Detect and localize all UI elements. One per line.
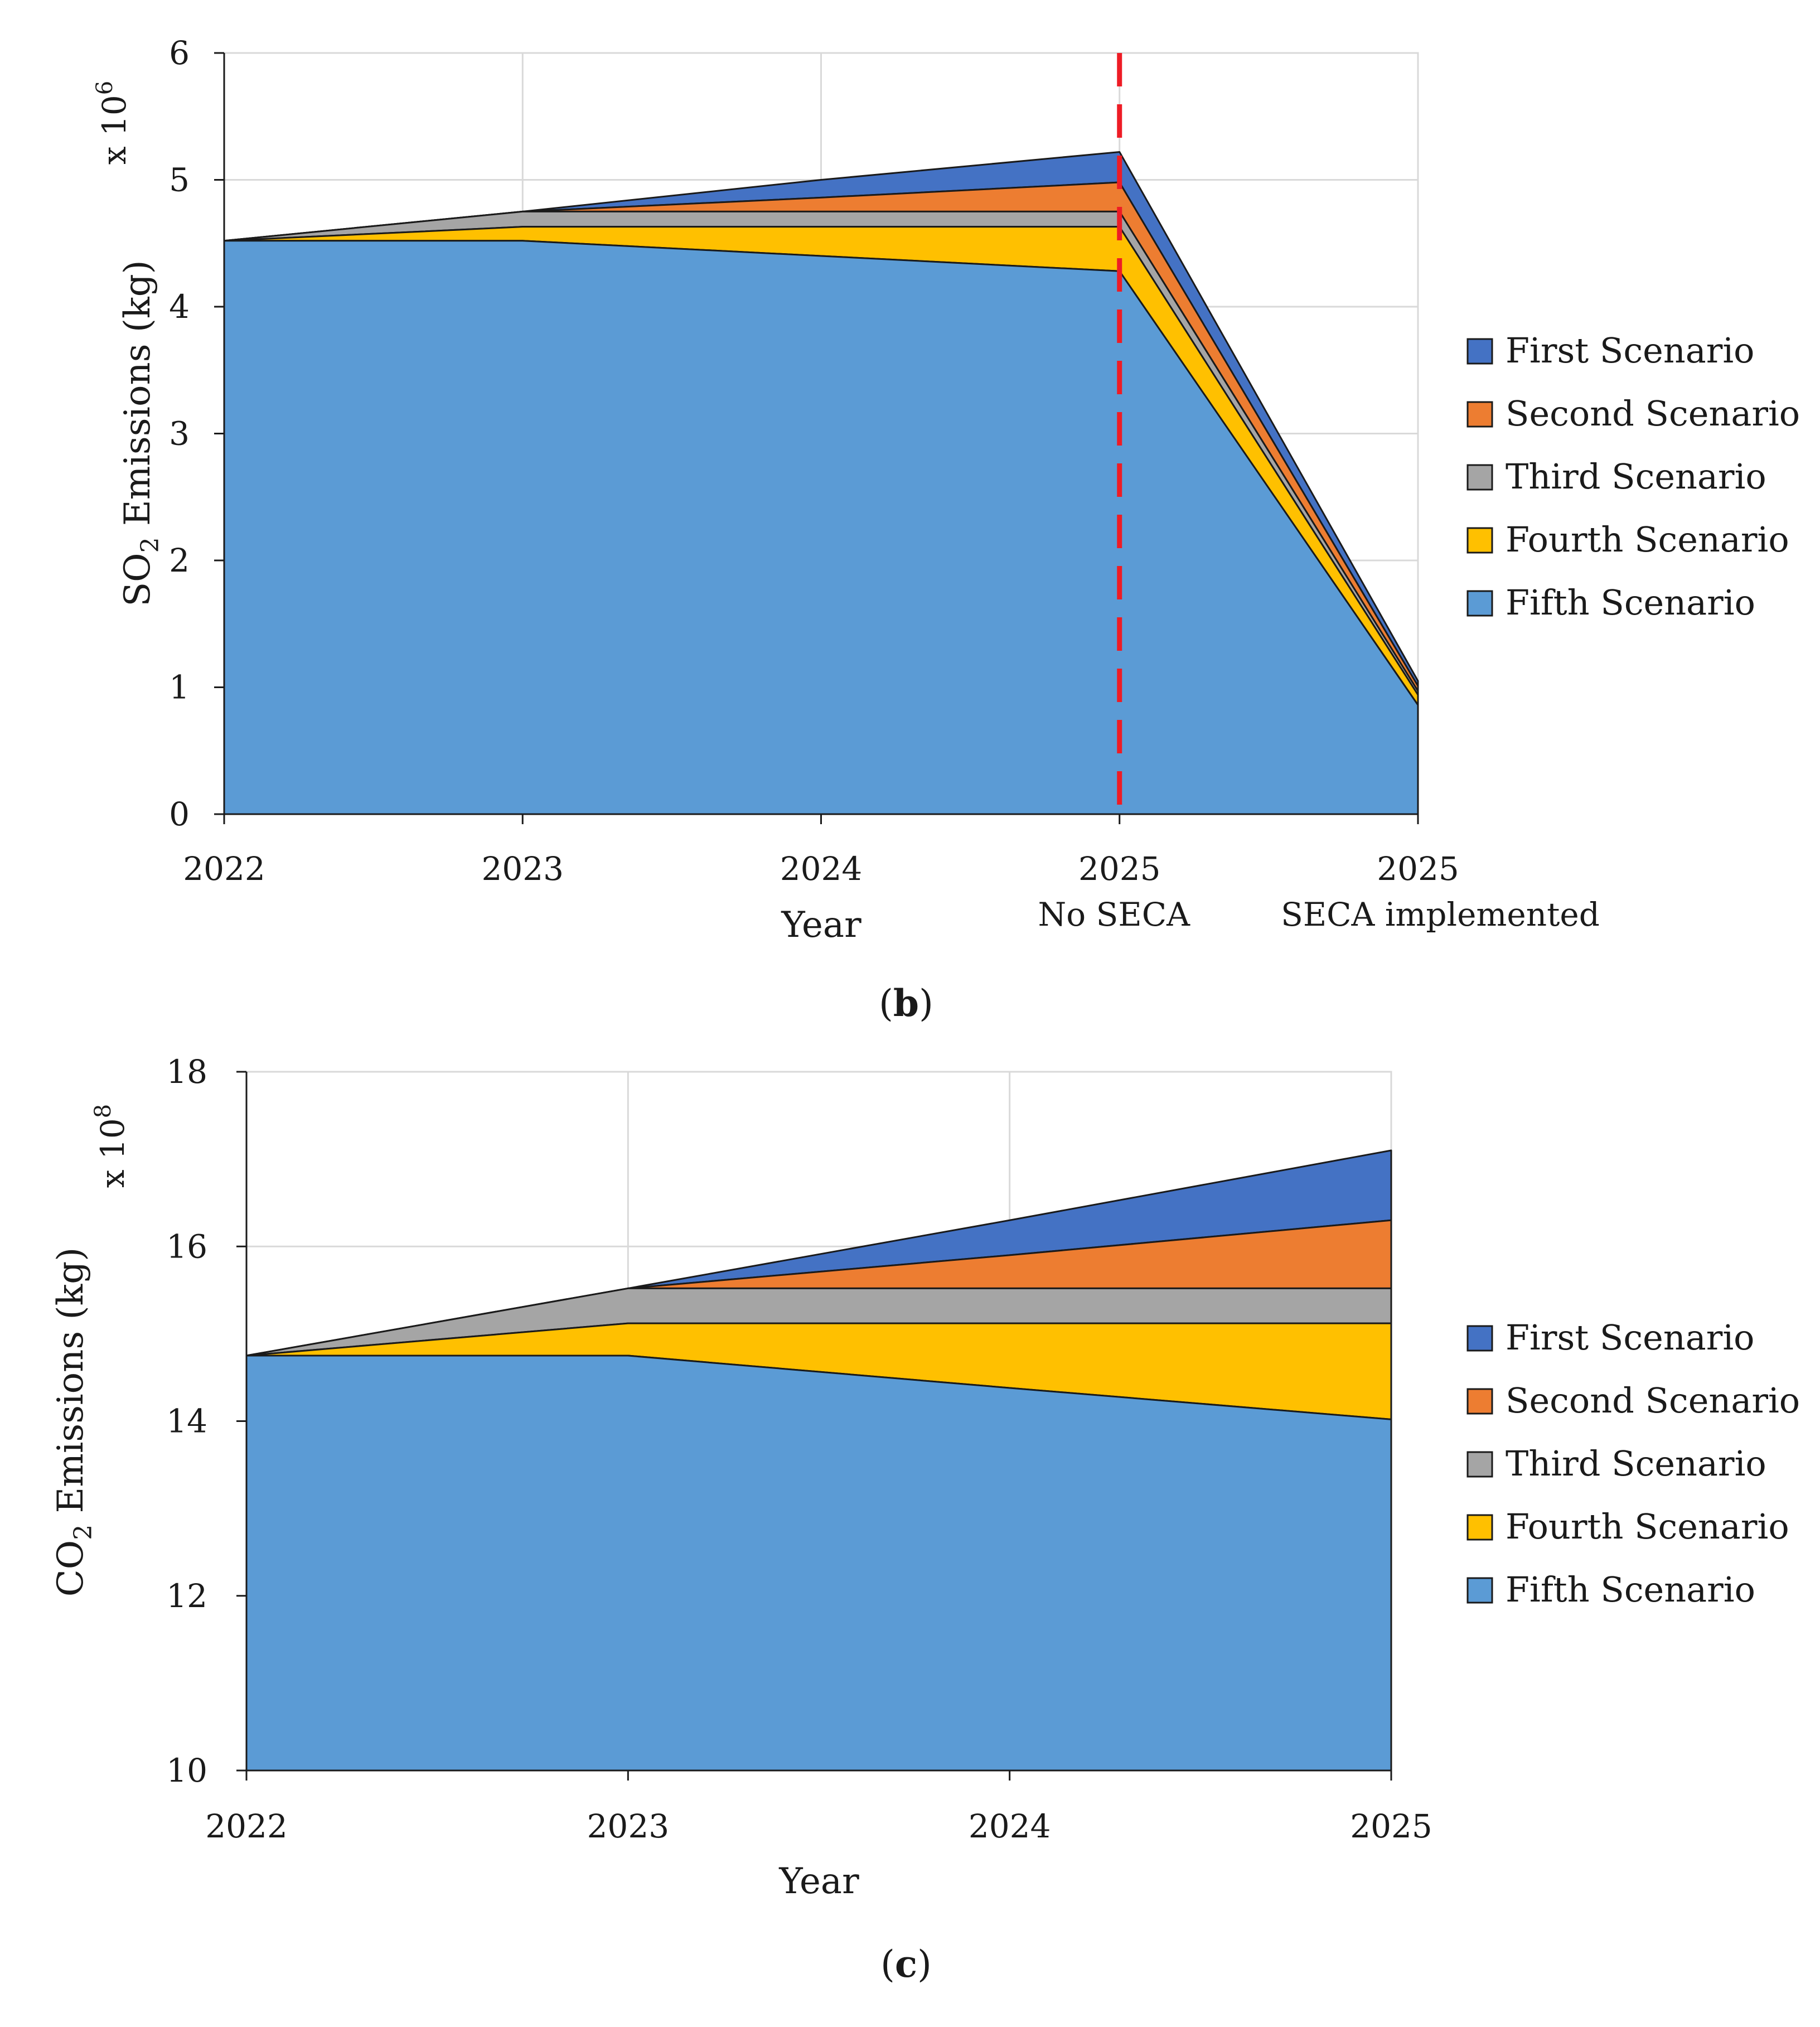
y-tick-label: 14 [166, 1402, 207, 1440]
legend-label: First Scenario [1506, 330, 1755, 371]
y-tick-label: 16 [166, 1227, 207, 1265]
x-tick-label: 2023 [481, 850, 564, 888]
legend-swatch [1466, 1451, 1493, 1478]
x-tick-sublabel: No SECA [1038, 896, 1191, 933]
legend-swatch [1466, 338, 1493, 365]
chart-panel-c: 10 12 14 16 18 2022 2023 2024 2025 Year CO2 Emissi… [50, 1053, 1800, 1986]
legend-label: Second Scenario [1506, 393, 1800, 434]
y-tick-label: 12 [166, 1577, 207, 1615]
y-axis-label: SO2 Emissions (kg) [117, 260, 164, 606]
x-tick-label: 2024 [780, 850, 863, 888]
y-axis-multiplier: x 106 [92, 81, 133, 165]
legend-label: Second Scenario [1506, 1380, 1800, 1421]
legend-label: Fifth Scenario [1506, 1569, 1755, 1610]
area-fifth-scenario [223, 240, 1419, 815]
legend-swatch [1466, 590, 1493, 617]
y-axis-label: CO2 Emissions (kg) [50, 1247, 98, 1597]
x-axis-label: Year [778, 1861, 859, 1902]
legend-swatch [1466, 1577, 1493, 1604]
x-tick-label: 2025 [1377, 850, 1459, 888]
area-fifth-scenario [245, 1354, 1392, 1772]
legend-swatch [1466, 1388, 1493, 1415]
y-tick-label: 0 [169, 795, 190, 833]
legend-swatch [1466, 1325, 1493, 1352]
x-tick-label: 2025 [1078, 850, 1161, 888]
legend-label: Fourth Scenario [1506, 519, 1789, 560]
legend-label: Fifth Scenario [1506, 582, 1755, 623]
y-tick-label: 18 [166, 1053, 207, 1091]
y-tick-label: 2 [169, 541, 190, 579]
legend-label: Third Scenario [1506, 1443, 1766, 1484]
legend-swatch [1466, 464, 1493, 491]
chart-panel-b: 0 1 2 3 4 5 6 2022 2023 2024 2025 No SECA 2025 SECA i… [92, 34, 1800, 1025]
legend-swatch [1466, 401, 1493, 428]
y-axis-multiplier: x 108 [90, 1104, 132, 1188]
y-tick-label: 6 [169, 34, 190, 72]
legend-label: Third Scenario [1506, 456, 1766, 497]
legend: First Scenario Second Scenario Third Scena… [1466, 330, 1800, 623]
x-tick-label: 2025 [1350, 1807, 1432, 1845]
y-tick-label: 3 [169, 415, 190, 453]
x-tick-sublabel: SECA implemented [1281, 896, 1600, 933]
y-tick-label: 4 [169, 288, 190, 326]
legend: First Scenario Second Scenario Third Scena… [1466, 1317, 1800, 1610]
y-tick-label: 5 [169, 161, 190, 199]
legend-swatch [1466, 527, 1493, 554]
x-axis-label: Year [781, 904, 861, 946]
legend-label: First Scenario [1506, 1317, 1755, 1358]
x-tick-label: 2022 [183, 850, 265, 888]
x-tick-label: 2023 [587, 1807, 670, 1845]
y-tick-label: 1 [169, 669, 190, 707]
legend-swatch [1466, 1514, 1493, 1541]
legend-label: Fourth Scenario [1506, 1506, 1789, 1547]
panel-label: (b) [879, 981, 933, 1025]
x-tick-label: 2024 [969, 1807, 1051, 1845]
y-tick-label: 10 [166, 1752, 207, 1789]
x-tick-label: 2022 [205, 1807, 288, 1845]
panel-label: (c) [880, 1942, 932, 1986]
